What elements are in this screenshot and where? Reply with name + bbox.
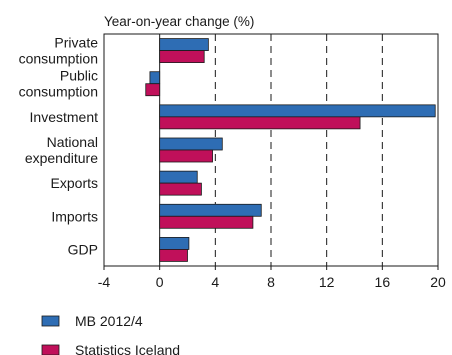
plot-frame [103, 33, 439, 267]
category-label: National expenditure [25, 134, 98, 166]
tick-label: 16 [375, 274, 391, 290]
bar [159, 149, 213, 163]
tick-labels: -4 0 4 8 12 16 20 [98, 266, 446, 290]
bar [159, 50, 205, 63]
bar [149, 71, 161, 85]
bars [145, 38, 436, 262]
category-label: Investment [30, 109, 99, 125]
bar [159, 137, 223, 151]
bar [145, 83, 161, 97]
chart-title: Year-on-year change (%) [104, 14, 254, 29]
tick-label: 0 [156, 274, 164, 290]
bar [159, 215, 254, 229]
bar [159, 170, 198, 184]
category-label: Private consumption [19, 35, 99, 67]
bar [159, 104, 436, 118]
bar [159, 116, 361, 130]
legend: MB 2012/4 Statistics Iceland [41, 313, 180, 355]
category-label: Imports [51, 208, 98, 224]
bar [159, 249, 188, 262]
category-label: Public consumption [19, 68, 98, 100]
legend-swatch [41, 315, 60, 327]
category-label: Exports [51, 175, 98, 191]
tick-label: 20 [430, 274, 446, 290]
tick-label: 4 [211, 274, 219, 290]
tick-label: -4 [98, 274, 111, 290]
bar [159, 38, 209, 51]
tick-label: 8 [267, 274, 275, 290]
bar [159, 182, 202, 196]
tick-label: 12 [319, 274, 335, 290]
bar [159, 237, 190, 250]
legend-label: MB 2012/4 [75, 313, 143, 329]
bar [159, 203, 262, 217]
legend-swatch [41, 344, 60, 355]
category-label: GDP [68, 241, 98, 257]
legend-label: Statistics Iceland [75, 342, 180, 355]
